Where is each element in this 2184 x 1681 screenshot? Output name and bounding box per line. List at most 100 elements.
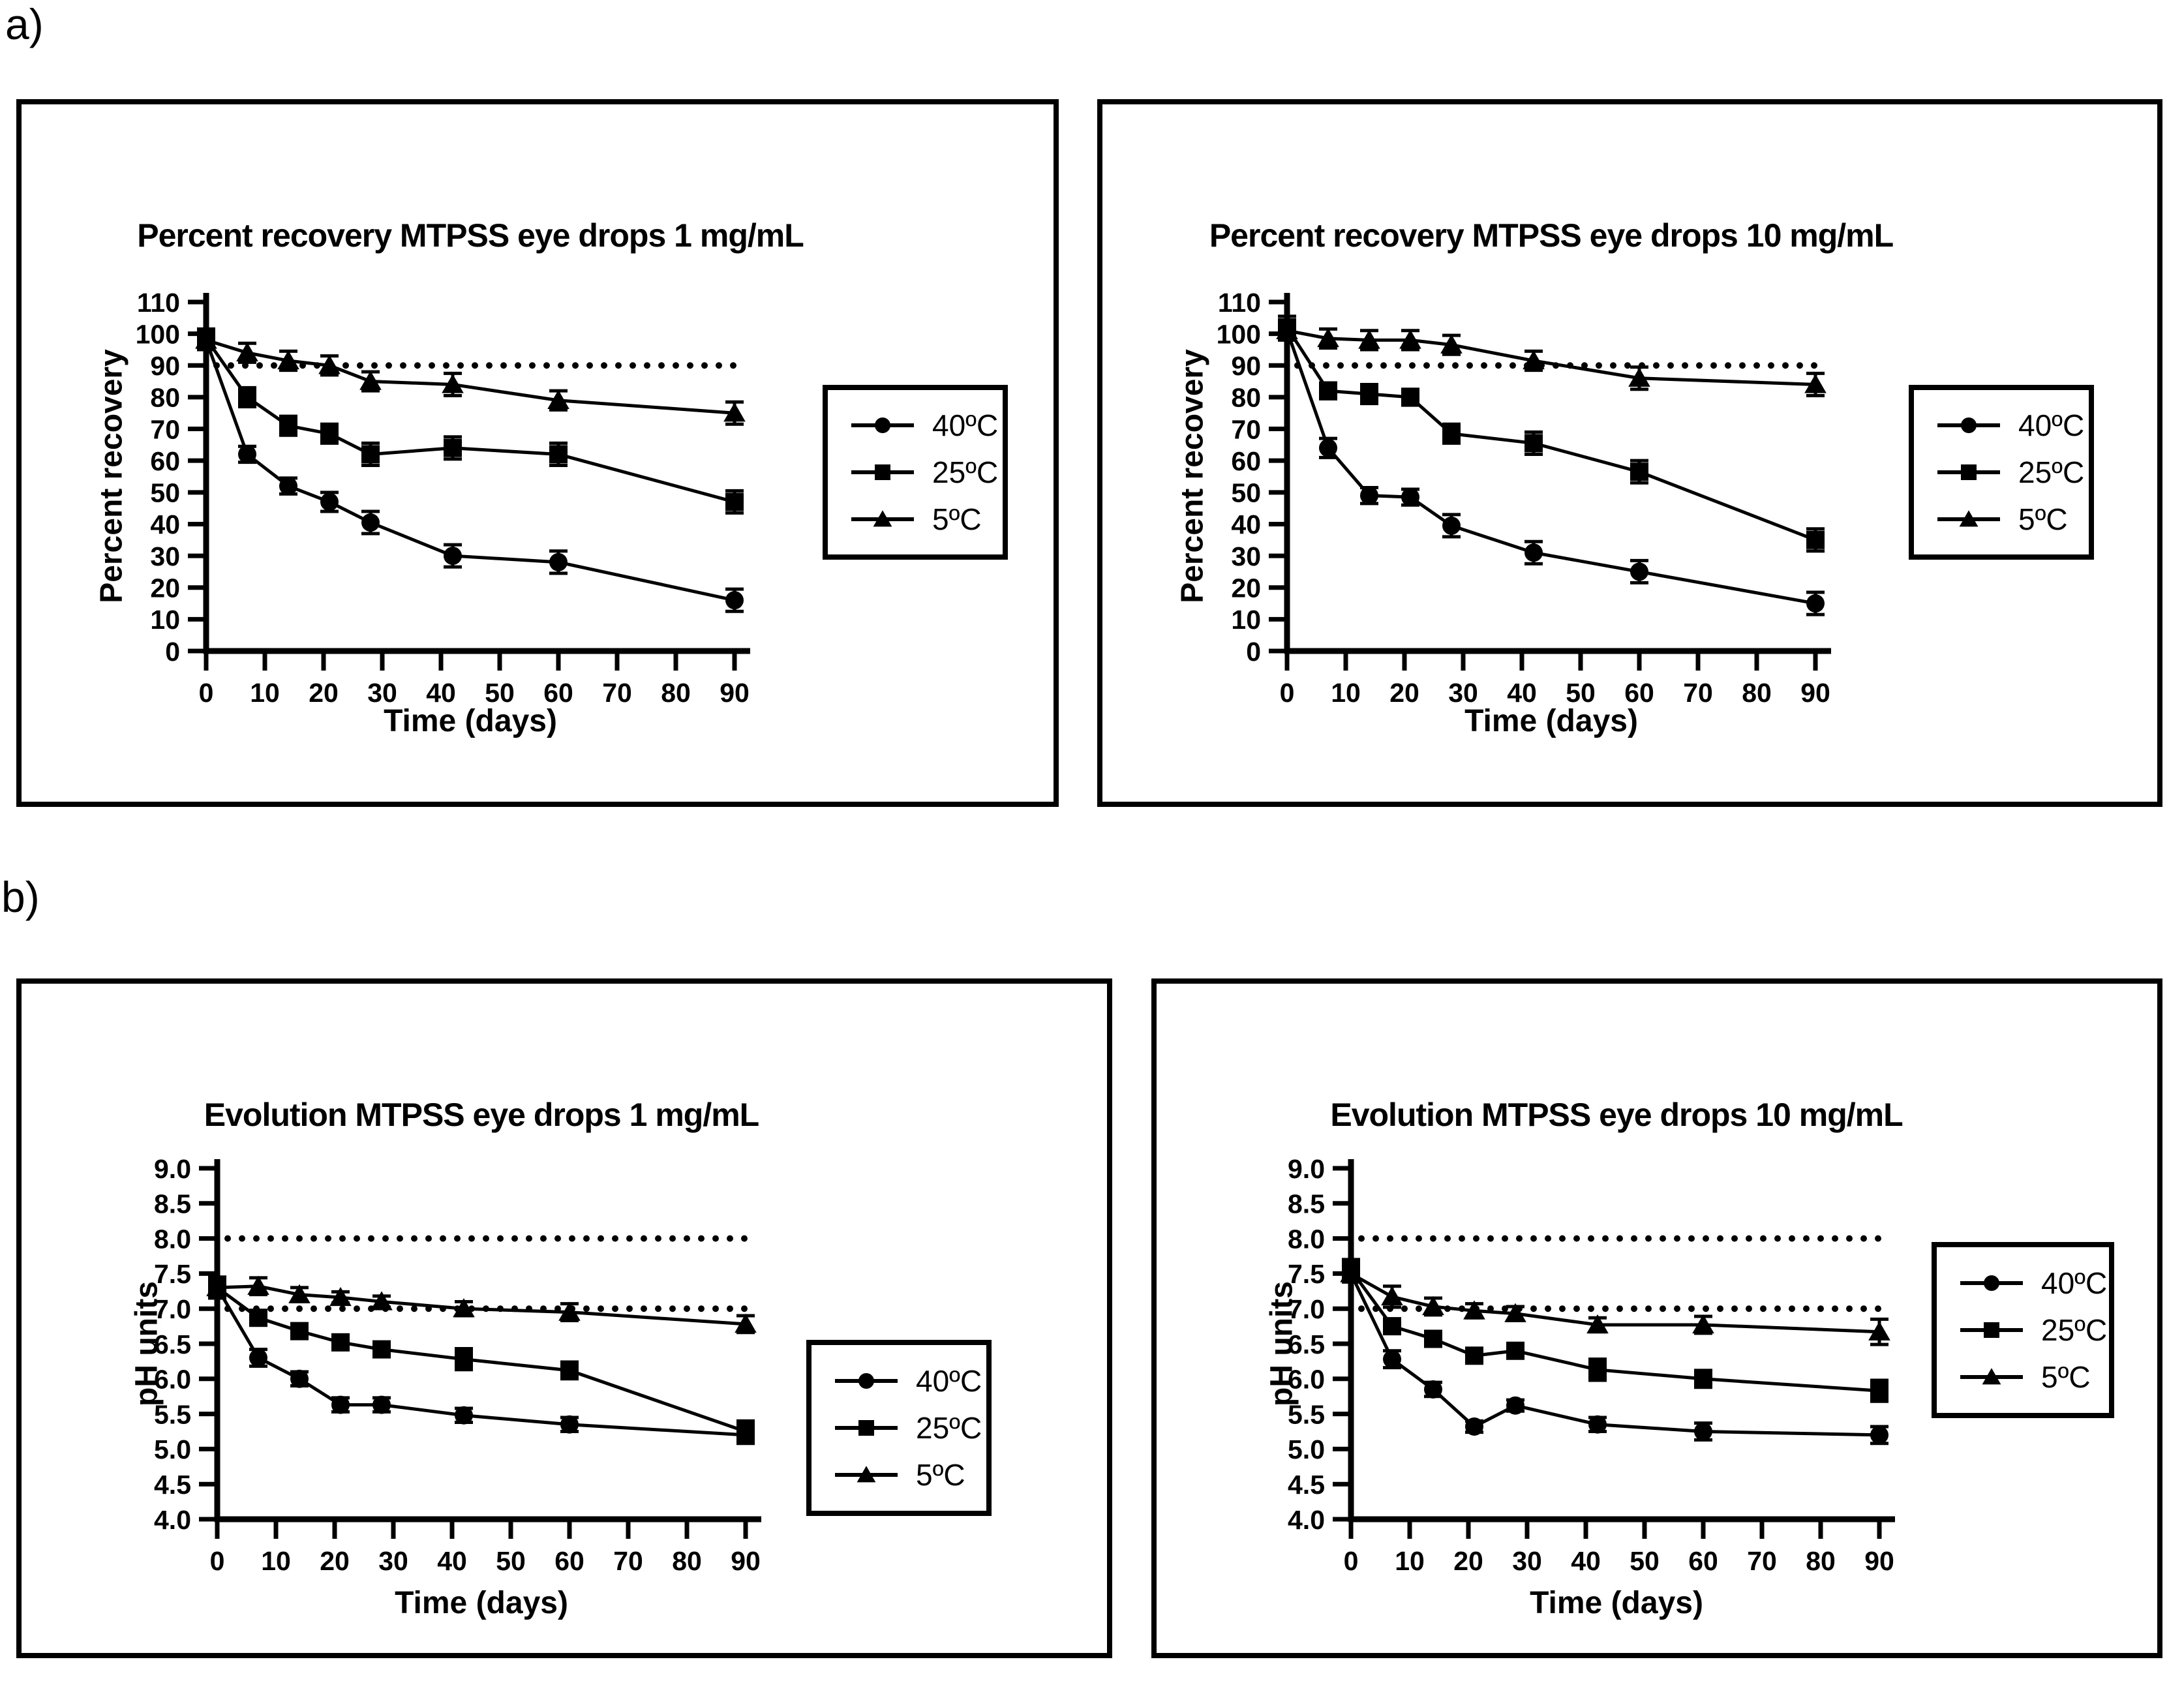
x-tick-label: 60 — [1688, 1546, 1718, 1576]
triangle-marker — [1440, 334, 1463, 354]
circle-marker — [1506, 1396, 1524, 1415]
y-tick-label: 90 — [1231, 351, 1261, 381]
square-marker-legend — [1984, 1322, 1999, 1338]
legend-item: 25ºC — [1959, 1307, 2109, 1354]
triangle-marker — [1804, 374, 1827, 393]
chart-title: Evolution MTPSS eye drops 1 mg/mL — [204, 1097, 759, 1133]
circle-marker-legend — [858, 1373, 874, 1389]
x-tick-label: 90 — [720, 678, 750, 708]
x-tick-label: 40 — [437, 1546, 467, 1576]
square-marker — [560, 1361, 579, 1380]
square-marker — [1588, 1360, 1607, 1379]
triangle-marker — [1523, 350, 1545, 370]
x-axis-title: Time (days) — [384, 704, 557, 738]
x-tick-label: 10 — [1395, 1546, 1425, 1576]
y-tick-label: 4.5 — [154, 1470, 191, 1500]
triangle-marker — [318, 355, 341, 374]
y-tick-label: 0 — [165, 637, 180, 667]
square-marker — [361, 445, 380, 464]
circle-marker — [1806, 594, 1825, 613]
x-tick-label: 70 — [602, 678, 632, 708]
triangle-marker — [1868, 1321, 1890, 1340]
x-tick-label: 0 — [1280, 678, 1295, 708]
triangle-marker — [547, 389, 569, 409]
y-tick-label: 6.0 — [1288, 1365, 1325, 1395]
y-tick-label: 7.0 — [1288, 1294, 1325, 1324]
y-tick-label: 6.0 — [154, 1365, 191, 1395]
legend-label: 5ºC — [916, 1458, 965, 1492]
square-marker-legend — [858, 1420, 874, 1436]
square-marker — [455, 1350, 473, 1369]
square-marker — [320, 424, 339, 443]
x-tick-label: 20 — [320, 1546, 350, 1576]
series-40C — [208, 1275, 755, 1446]
y-tick-label: 50 — [1231, 478, 1261, 508]
triangle-marker — [735, 1313, 757, 1333]
x-tick-label: 30 — [367, 678, 397, 708]
circle-marker — [1424, 1380, 1442, 1399]
y-tick-label: 5.5 — [154, 1399, 191, 1429]
legend-label: 25ºC — [932, 455, 999, 489]
x-tick-label: 80 — [661, 678, 691, 708]
series-line — [205, 338, 735, 415]
square-marker — [249, 1309, 267, 1327]
circle-marker — [1319, 438, 1337, 457]
y-tick-label: 6.5 — [1288, 1329, 1325, 1359]
series-line — [1285, 326, 1816, 542]
square-marker — [331, 1333, 350, 1352]
y-tick-label: 100 — [136, 319, 180, 349]
y-tick-label: 10 — [150, 605, 180, 635]
section-label-a: a) — [5, 0, 44, 48]
panel-recovery-1mg: Percent recovery MTPSS eye drops 1 mg/mL… — [16, 99, 1059, 807]
legend-label: 5ºC — [2018, 502, 2068, 536]
chart-title: Percent recovery MTPSS eye drops 1 mg/mL — [137, 217, 804, 254]
circle-marker — [1588, 1415, 1607, 1434]
circle-marker — [1442, 516, 1461, 535]
triangle-marker — [277, 350, 299, 370]
legend-item: 5ºC — [1959, 1354, 2109, 1401]
x-tick-label: 30 — [1512, 1546, 1542, 1576]
x-axis: 0 10 20 30 40 50 60 70 80 90 — [199, 648, 750, 708]
square-marker — [1319, 382, 1337, 401]
square-marker — [279, 416, 297, 435]
triangle-marker — [1358, 329, 1380, 349]
y-tick-label: 60 — [1231, 446, 1261, 476]
series-line — [1285, 329, 1816, 605]
square-marker — [1342, 1261, 1360, 1280]
circle-marker — [444, 547, 462, 566]
triangle-legend-icon — [1960, 1368, 2023, 1385]
x-tick-label: 0 — [210, 1546, 225, 1576]
square-marker — [1278, 318, 1296, 337]
series-25C — [197, 327, 744, 515]
x-axis: 0 10 20 30 40 50 60 70 80 90 — [1344, 1516, 1895, 1576]
circle-marker-legend — [1961, 417, 1977, 433]
circle-legend-icon — [1960, 1275, 2023, 1291]
y-tick-label: 10 — [1231, 605, 1261, 635]
x-tick-label: 80 — [1806, 1546, 1836, 1576]
circle-marker — [725, 591, 744, 610]
circle-marker — [1383, 1350, 1401, 1369]
square-marker — [725, 492, 744, 511]
x-tick-label: 10 — [261, 1546, 291, 1576]
circle-marker-legend — [1984, 1275, 1999, 1291]
square-marker — [1694, 1369, 1712, 1388]
series-40C — [1342, 1263, 1888, 1446]
triangle-marker — [1463, 1300, 1485, 1320]
series-line — [1286, 329, 1816, 386]
legend-label: 25ºC — [2018, 455, 2085, 489]
triangle-marker — [1586, 1314, 1609, 1334]
square-marker — [1870, 1382, 1888, 1401]
circle-marker — [372, 1395, 391, 1414]
triangle-marker — [1628, 367, 1650, 387]
x-tick-label: 60 — [554, 1546, 584, 1576]
triangle-legend-icon — [1937, 510, 2000, 527]
circle-marker — [1465, 1417, 1483, 1436]
series-25C — [208, 1277, 755, 1444]
y-tick-label: 70 — [1231, 414, 1261, 444]
y-tick-label: 8.5 — [154, 1189, 191, 1219]
y-tick-label: 9.0 — [154, 1154, 191, 1184]
square-legend-icon — [851, 464, 914, 480]
